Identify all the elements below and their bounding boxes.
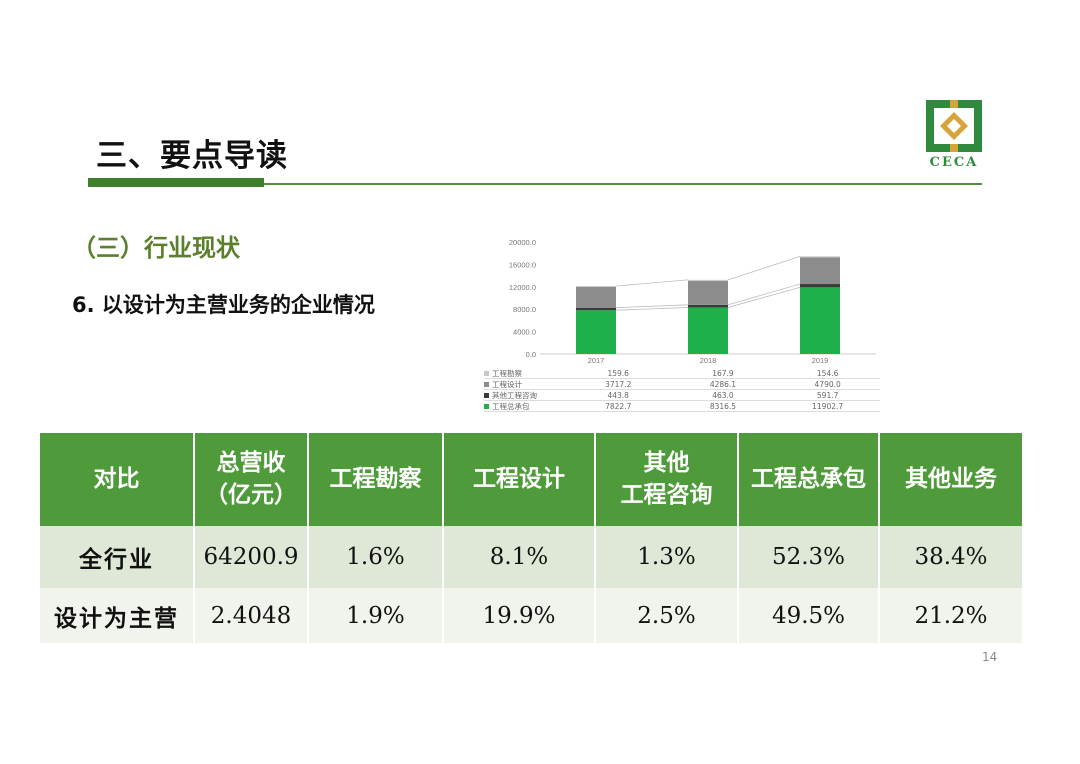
- table-cell: 1.3%: [595, 526, 739, 588]
- series-connector-line: [727, 283, 801, 306]
- bar-segment: [688, 304, 728, 308]
- legend-label: 工程设计: [492, 379, 522, 389]
- series-connector-line: [727, 286, 801, 308]
- chart-table-row: 工程设计 3717.2 4286.1 4790.0: [484, 379, 880, 390]
- bar-segment: [688, 307, 728, 354]
- section-heading: （三）行业现状: [72, 234, 240, 262]
- legend-entry: 工程总承包: [484, 401, 566, 412]
- chart-table-row: 工程勘察 159.6 167.9 154.6: [484, 368, 880, 379]
- table-cell-highlight: 49.5%: [738, 588, 880, 643]
- bar-segment: [800, 284, 840, 288]
- title-accent-bar: [88, 178, 264, 187]
- x-tick-label: 2018: [700, 356, 717, 365]
- legend-swatch: [484, 370, 489, 376]
- bar-segment: [576, 310, 616, 354]
- chart-table-row: 工程总承包 7822.7 8316.5 11902.7: [484, 401, 880, 412]
- legend-entry: 工程勘察: [484, 368, 566, 379]
- chart-data-label: 154.6: [816, 368, 839, 378]
- series-connector-line: [615, 279, 689, 287]
- legend-label: 工程勘察: [492, 368, 522, 378]
- logo-text: CECA: [929, 155, 979, 170]
- chart-data-label: 4790.0: [814, 379, 841, 389]
- chart-data-label: 159.6: [607, 368, 629, 378]
- chart-data-label: 7822.7: [605, 401, 632, 411]
- bar-segment: [800, 287, 840, 354]
- table-header-row: 对比 总营收 （亿元） 工程勘察 工程设计 其他 工程咨询 工程总承包 其他业务: [40, 433, 1022, 526]
- chart-data-label: 443.8: [607, 390, 629, 400]
- table-cell: 8.1%: [443, 526, 596, 588]
- chart-data-table: 工程勘察 159.6 167.9 154.6 工程设计 3717.2 4286.1 4790.…: [484, 368, 880, 412]
- x-tick-label: 2019: [812, 356, 829, 365]
- legend-entry: 工程设计: [484, 379, 566, 390]
- series-connector-line: [615, 304, 689, 309]
- legend-swatch: [484, 392, 489, 398]
- table-cell: 1.9%: [308, 588, 444, 643]
- slide-title: 三、要点导读: [96, 138, 288, 174]
- chart-data-label: 463.0: [712, 390, 734, 400]
- header-epc: 工程总承包: [738, 433, 880, 526]
- bar-segment: [688, 280, 728, 305]
- row-label: 设计为主营: [40, 588, 195, 643]
- legend-label: 其他工程咨询: [492, 390, 537, 400]
- legend-swatch: [484, 403, 489, 409]
- title-underline: [88, 183, 982, 185]
- table-row: 设计为主营 2.4048 1.9% 19.9% 2.5% 49.5% 21.2%: [40, 588, 1022, 643]
- header-compare: 对比: [40, 433, 195, 526]
- bar-segment: [800, 256, 840, 258]
- page-number: 14: [982, 650, 998, 664]
- table-cell: 21.2%: [879, 588, 1022, 643]
- header-design: 工程设计: [443, 433, 596, 526]
- series-connector-line: [615, 307, 689, 311]
- chart-table-row: 其他工程咨询 443.8 463.0 591.7: [484, 390, 880, 401]
- table-cell-highlight: 52.3%: [738, 526, 880, 588]
- chart-data-label: 3717.2: [605, 379, 632, 389]
- header-survey: 工程勘察: [308, 433, 444, 526]
- comparison-table: 对比 总营收 （亿元） 工程勘察 工程设计 其他 工程咨询 工程总承包 其他业务…: [40, 433, 1022, 643]
- table-cell: 64200.9: [194, 526, 309, 588]
- table-cell: 38.4%: [879, 526, 1022, 588]
- series-connector-line: [727, 255, 801, 281]
- header-other-business: 其他业务: [879, 433, 1022, 526]
- bar-segment: [576, 307, 616, 311]
- legend-label: 工程总承包: [492, 401, 530, 411]
- table-cell: 2.5%: [595, 588, 739, 643]
- bar-segment: [576, 286, 616, 308]
- chart-svg: 0.0 4000.0 8000.0 12000.0 16000.0 20000.0 2017…: [509, 238, 876, 365]
- header-total-revenue: 总营收 （亿元）: [194, 433, 309, 526]
- legend-swatch: [484, 381, 489, 387]
- y-tick-label: 16000.0: [509, 260, 536, 269]
- y-tick-label: 4000.0: [513, 328, 536, 337]
- legend-entry: 其他工程咨询: [484, 390, 566, 401]
- header-other-consulting: 其他 工程咨询: [595, 433, 739, 526]
- ceca-logo-icon: [926, 100, 982, 152]
- x-tick-label: 2017: [588, 356, 605, 365]
- chart-data-label: 591.7: [816, 390, 839, 400]
- chart-data-label: 4286.1: [709, 379, 737, 389]
- table-row: 全行业 64200.9 1.6% 8.1% 1.3% 52.3% 38.4%: [40, 526, 1022, 588]
- table-cell: 1.6%: [308, 526, 444, 588]
- bar-segment: [576, 285, 616, 287]
- y-tick-label: 0.0: [526, 350, 536, 359]
- table-cell-highlight: 19.9%: [443, 588, 596, 643]
- row-label: 全行业: [40, 526, 195, 588]
- stacked-bar-chart: 0.0 4000.0 8000.0 12000.0 16000.0 20000.0 2017…: [478, 234, 888, 424]
- table-cell: 2.4048: [194, 588, 309, 643]
- y-tick-label: 8000.0: [513, 305, 536, 314]
- y-tick-label: 20000.0: [509, 238, 536, 247]
- chart-data-label: 167.9: [712, 368, 734, 378]
- bar-segment: [800, 257, 840, 285]
- chart-data-label: 11902.7: [812, 401, 844, 411]
- y-tick-label: 12000.0: [509, 283, 536, 292]
- sub-heading: 6. 以设计为主营业务的企业情况: [72, 293, 375, 317]
- bar-segment: [688, 279, 728, 281]
- chart-data-label: 8316.5: [709, 401, 737, 411]
